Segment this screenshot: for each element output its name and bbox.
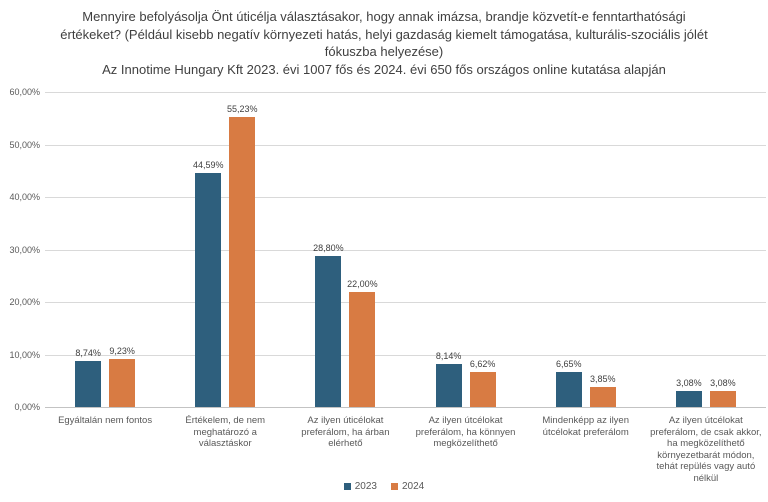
bar-group-2: 28,80% 22,00% <box>285 92 405 407</box>
gridline-40,00% <box>45 197 766 198</box>
legend-swatch-icon <box>391 483 398 490</box>
bar-value-label: 28,80% <box>313 242 344 253</box>
bar-2024-1: 55,23% <box>227 104 258 407</box>
y-tick-label: 10,00% <box>9 349 40 360</box>
bar-value-label: 6,62% <box>469 359 496 370</box>
plot-area: 8,74% 9,23% 44,59% 55,23% 28,80% 22,00% 8,14% 6… <box>45 92 766 408</box>
bar-value-label: 9,23% <box>109 345 135 356</box>
bar-value-label: 8,74% <box>75 348 101 359</box>
bar-value-label: 3,85% <box>589 373 616 384</box>
y-tick-label: 30,00% <box>9 244 40 255</box>
bar-value-label: 3,08% <box>710 377 736 388</box>
bar-group-0: 8,74% 9,23% <box>45 92 165 407</box>
legend-item-2024: 2024 <box>391 481 424 492</box>
y-tick-label: 50,00% <box>9 139 40 150</box>
bar-group-1: 44,59% 55,23% <box>165 92 285 407</box>
y-tick-label: 20,00% <box>9 297 40 307</box>
bar-value-label: 8,14% <box>435 351 462 362</box>
bar-group-5: 3,08% 3,08% <box>646 92 766 407</box>
bar-value-label: 55,23% <box>226 104 258 115</box>
bar-2024-3: 6,62% <box>469 359 496 407</box>
y-tick-label: 40,00% <box>9 192 40 202</box>
gridline-50,00% <box>45 144 766 146</box>
bar-2023-1: 44,59% <box>193 160 224 407</box>
category-label-2: Az ilyen úticélokat preferálom, ha árban… <box>301 415 390 449</box>
legend-label: 2024 <box>402 481 425 492</box>
bar-value-label: 22,00% <box>347 278 378 289</box>
y-tick-label: 0,00% <box>14 402 40 412</box>
bar-2023-0: 8,74% <box>75 348 102 407</box>
gridline-60,00% <box>45 92 766 93</box>
category-label-4: Mindenképp az ilyen útcélokat preferálom <box>542 415 629 438</box>
gridline-20,00% <box>45 302 766 303</box>
bar-2024-5: 3,08% <box>709 378 736 407</box>
bar-group-3: 8,14% 6,62% <box>406 92 526 407</box>
bar-value-label: 3,08% <box>676 377 702 388</box>
category-label-1: Értékelem, de nem meghatározó a választá… <box>185 415 266 449</box>
chart-title: Mennyire befolyásolja Önt úticélja válas… <box>60 9 708 59</box>
bar-2023-2: 28,80% <box>313 243 344 407</box>
category-label-5: Az ilyen útcélokat preferálom, de csak a… <box>650 415 762 484</box>
bar-2024-2: 22,00% <box>347 279 378 407</box>
bar-value-label: 6,65% <box>555 359 582 370</box>
category-label-0: Egyáltalán nem fontos <box>58 415 153 426</box>
bar-value-label: 44,59% <box>192 159 224 170</box>
x-axis-labels: Egyáltalán nem fontos Értékelem, de nem m… <box>45 415 766 484</box>
legend: 2023 2024 <box>0 481 768 492</box>
bar-group-4: 6,65% 3,85% <box>526 92 646 407</box>
legend-item-2023: 2023 <box>343 481 377 492</box>
legend-swatch-icon <box>343 483 351 490</box>
y-tick-label: 60,00% <box>9 87 40 97</box>
bar-2023-4: 6,65% <box>555 359 582 407</box>
bar-2023-5: 3,08% <box>675 378 702 407</box>
legend-label: 2023 <box>354 481 377 492</box>
chart-subtitle: Az Innotime Hungary Kft 2023. évi 1007 f… <box>102 61 666 77</box>
gridline-30,00% <box>45 249 766 251</box>
bar-2024-4: 3,85% <box>589 374 616 407</box>
gridline-10,00% <box>45 354 766 356</box>
chart-header: Mennyire befolyásolja Önt úticélja válas… <box>54 8 714 78</box>
bar-2023-3: 8,14% <box>435 351 462 407</box>
bar-2024-0: 9,23% <box>109 346 136 407</box>
gridline-0,00% <box>45 407 766 408</box>
category-label-3: Az ilyen útcélokat preferálom, ha könnye… <box>415 415 516 449</box>
